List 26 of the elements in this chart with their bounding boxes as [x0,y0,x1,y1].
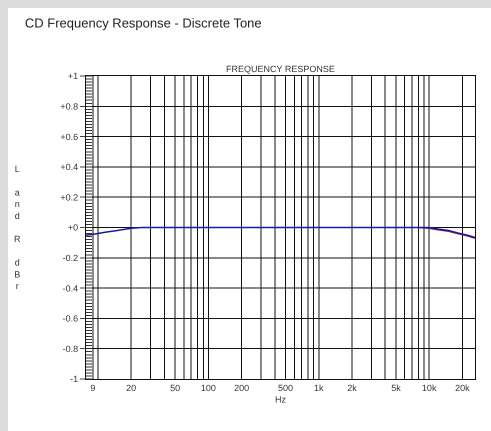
x-tick-label: 1k [314,382,324,393]
x-axis-title: Hz [275,394,286,405]
chart-title: CD Frequency Response - Discrete Tone [24,16,262,31]
chart-subtitle: FREQUENCY RESPONSE [226,64,335,74]
y-tick-label: -1 [70,374,78,384]
y-tick-label: +0.2 [60,192,78,202]
x-tick-label: 5k [391,382,402,393]
y-tick-label: -0.6 [62,314,78,324]
x-tick-label: 50 [170,382,180,393]
x-tick-label: 9 [90,382,96,393]
y-tick-label: -0.8 [62,344,78,354]
x-tick-label: 10k [422,382,437,393]
y-tick-label: +0.6 [60,132,78,142]
x-tick-label: 200 [234,382,250,393]
y-tick-label: +1 [68,71,78,82]
text: L and R dBr [14,164,20,291]
x-tick-label: 2k [347,382,358,393]
y-tick-label: +0 [68,222,78,233]
y-tick-label: +0.4 [60,162,78,172]
x-tick-label: 20k [455,382,470,393]
y-tick-label: +0.8 [60,101,78,112]
x-tick-label: 500 [278,382,294,393]
x-tick-label: 100 [200,382,216,393]
x-tick-label: 20 [126,382,136,393]
y-tick-label: -0.4 [62,283,78,294]
y-tick-label: -0.2 [62,252,78,263]
